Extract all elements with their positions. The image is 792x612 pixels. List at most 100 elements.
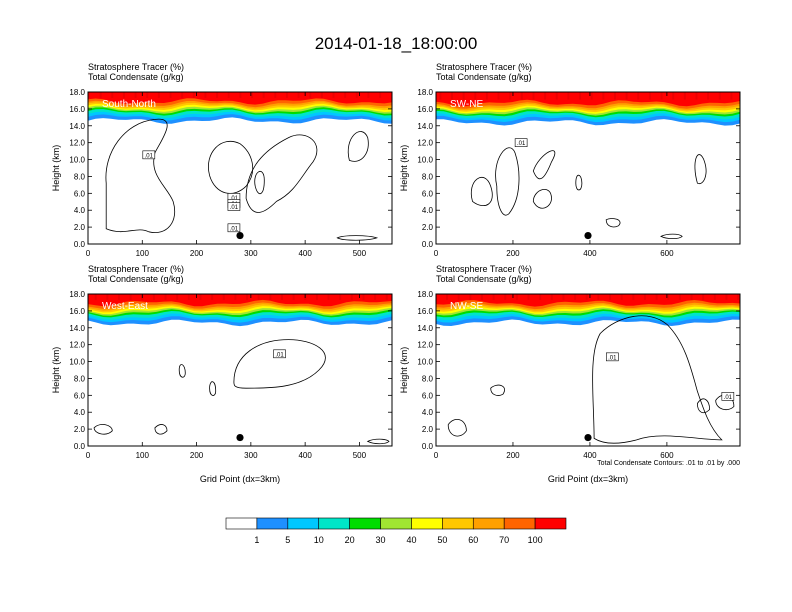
condensate-contour-5 <box>575 174 583 191</box>
x-tick-label: 400 <box>298 451 312 460</box>
tracer-streak <box>648 92 651 100</box>
y-tick-label: 4.0 <box>422 206 434 215</box>
tracer-streak <box>355 92 358 98</box>
tracer-streak <box>707 92 710 100</box>
condensate-contour-1 <box>105 118 175 234</box>
y-tick-label: 2.0 <box>74 223 86 232</box>
y-tick-label: 2.0 <box>74 425 86 434</box>
y-tick-label: 14.0 <box>417 122 433 131</box>
y-tick-label: 0.0 <box>422 442 434 451</box>
panel-label: West-East <box>102 301 148 312</box>
tracer-streak <box>579 92 582 100</box>
tracer-streak <box>152 294 155 300</box>
condensate-contour-3 <box>532 150 556 180</box>
tracer-streak <box>672 92 675 100</box>
tracer-band-10 <box>436 294 740 307</box>
tracer-streak <box>613 92 616 100</box>
tracer-streak <box>362 294 365 300</box>
x-tick-label: 300 <box>244 249 258 258</box>
tracer-streak <box>146 92 149 98</box>
header-total-condensate: Total Condensate (g/kg) <box>88 274 184 284</box>
tracer-streak <box>379 92 382 98</box>
condensate-contour-3 <box>209 381 217 396</box>
y-tick-label: 14.0 <box>69 122 85 131</box>
x-tick-label: 400 <box>583 249 597 258</box>
x-tick-label: 200 <box>190 249 204 258</box>
plot-content: .01.01.01.01.01 <box>88 92 392 241</box>
y-axis-label: Height (km) <box>399 145 409 192</box>
colorbar-swatch-4 <box>318 517 350 530</box>
tracer-streak <box>667 294 670 300</box>
colorbar-label: 5 <box>285 535 290 545</box>
x-tick-label: 100 <box>136 249 150 258</box>
condensate-contour-2 <box>447 419 467 437</box>
colorbar-swatch-1 <box>225 517 258 530</box>
condensate-contour-8 <box>660 233 683 240</box>
tracer-streak <box>497 92 500 100</box>
y-tick-label: 12.0 <box>69 341 85 350</box>
tracer-streak <box>117 294 120 300</box>
y-tick-label: 18.0 <box>417 88 433 97</box>
tracer-streak <box>187 294 190 300</box>
tracer-streak <box>520 92 523 100</box>
y-tick-label: 12.0 <box>417 139 433 148</box>
contour-label-box <box>606 352 619 362</box>
tracer-streak <box>257 294 260 300</box>
colorbar-label: 40 <box>406 535 416 545</box>
colorbar-swatch-5 <box>349 517 381 530</box>
y-tick-label: 8.0 <box>74 172 86 181</box>
colorbar-swatch-11 <box>534 517 567 530</box>
tracer-streak <box>485 92 488 100</box>
panel-sw-ne: Stratosphere Tracer (%)Total Condensate … <box>399 62 741 258</box>
contour-note: Total Condensate Contours: .01 to .01 by… <box>597 460 740 467</box>
x-axis-label: Grid Point (dx=3km) <box>548 474 628 484</box>
tracer-streak <box>274 92 277 98</box>
colorbar-swatch-8 <box>442 517 474 530</box>
condensate-contour-1 <box>470 177 493 206</box>
y-tick-label: 8.0 <box>422 374 434 383</box>
y-tick-label: 4.0 <box>74 206 86 215</box>
x-tick-label: 400 <box>298 249 312 258</box>
panel-label: SW-NE <box>450 99 483 110</box>
panel-west-east: Stratosphere Tracer (%)Total Condensate … <box>51 264 393 484</box>
contour-label-text: .01 <box>517 141 526 147</box>
tracer-streak <box>339 294 342 300</box>
tracer-streak <box>129 294 132 300</box>
y-tick-label: 10.0 <box>69 358 85 367</box>
contour-label-text: .01 <box>608 355 617 361</box>
tracer-streak <box>227 92 230 98</box>
x-tick-label: 200 <box>506 451 520 460</box>
tracer-streak <box>602 92 605 100</box>
tracer-streak <box>246 294 249 300</box>
y-tick-label: 16.0 <box>417 307 433 316</box>
colorbar-swatch-2 <box>256 517 289 530</box>
tracer-streak <box>462 92 465 100</box>
x-tick-label: 0 <box>434 451 439 460</box>
contour-label-text: .01 <box>275 352 284 358</box>
tracer-streak <box>176 294 179 300</box>
tracer-streak <box>239 92 242 98</box>
panel-south-north: Stratosphere Tracer (%)Total Condensate … <box>51 62 393 258</box>
x-tick-label: 200 <box>190 451 204 460</box>
colorbar-label: 20 <box>345 535 355 545</box>
tracer-streak <box>730 92 733 100</box>
tracer-streak <box>620 294 623 300</box>
tracer-streak <box>660 92 663 100</box>
x-tick-label: 500 <box>353 249 367 258</box>
tracer-streak <box>678 294 681 300</box>
colorbar-label: 30 <box>376 535 386 545</box>
tracer-streak <box>590 92 593 100</box>
colorbar: 1 5 10 20 30 40 50 60 70 100 <box>225 517 567 545</box>
tracer-band-10 <box>436 92 740 107</box>
location-marker <box>236 433 244 442</box>
tracer-streak <box>450 92 453 100</box>
contour-label: .01 <box>273 349 286 358</box>
condensate-contour-2 <box>233 339 326 389</box>
tracer-streak <box>683 92 686 100</box>
x-tick-label: 0 <box>434 249 439 258</box>
header-total-condensate: Total Condensate (g/kg) <box>88 72 184 82</box>
contour-label-box <box>227 202 241 211</box>
tracer-streak <box>609 294 612 300</box>
y-tick-label: 4.0 <box>422 408 434 417</box>
header-stratosphere-tracer: Stratosphere Tracer (%) <box>88 62 184 72</box>
